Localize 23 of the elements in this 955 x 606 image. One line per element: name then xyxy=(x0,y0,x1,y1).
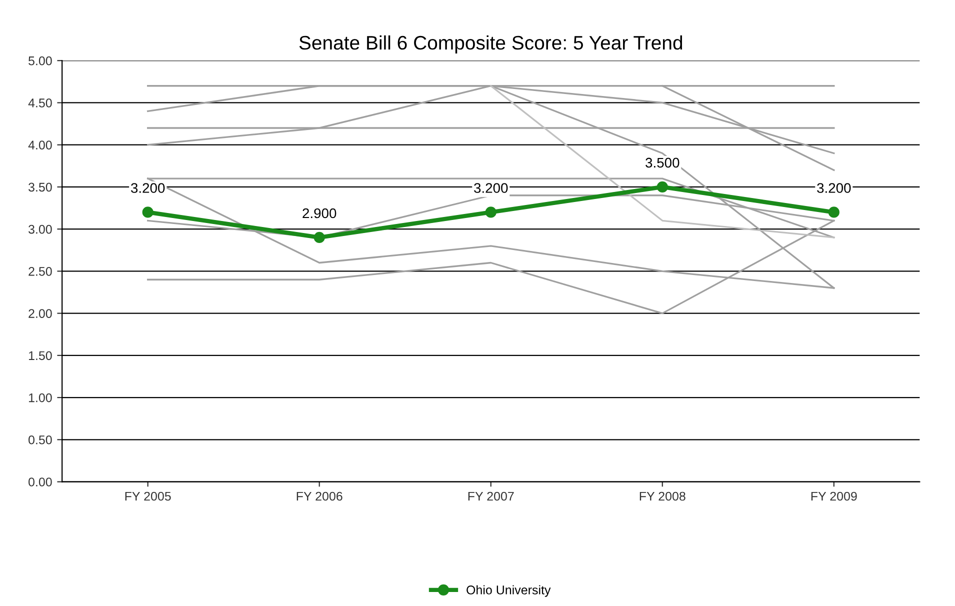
data-label: 3.500 xyxy=(646,158,680,168)
legend-label: Ohio University xyxy=(466,585,551,597)
chart-title: Senate Bill 6 Composite Score: 5 Year Trend xyxy=(299,35,682,54)
y-tick-label: 2.50 xyxy=(28,266,52,276)
x-tick-label: FY 2007 xyxy=(468,492,514,501)
y-tick-label: 4.00 xyxy=(28,140,52,150)
y-tick-label: 5.00 xyxy=(28,56,52,66)
data-label: 3.200 xyxy=(130,183,165,193)
x-tick-label: FY 2006 xyxy=(296,492,342,501)
y-tick-label: 0.00 xyxy=(28,478,52,486)
y-tick-label: 0.50 xyxy=(28,435,52,444)
data-label: 3.200 xyxy=(817,183,851,193)
y-tick-label: 1.50 xyxy=(28,351,52,360)
x-tick-label: FY 2009 xyxy=(811,492,857,501)
data-label: 3.200 xyxy=(474,183,508,193)
y-tick-label: 4.50 xyxy=(28,98,52,108)
x-tick-label: FY 2005 xyxy=(125,492,171,501)
y-tick-label: 3.50 xyxy=(28,182,52,192)
y-tick-label: 3.00 xyxy=(28,224,52,234)
x-tick-label: FY 2008 xyxy=(640,492,686,501)
y-tick-label: 1.00 xyxy=(28,393,52,402)
data-label: 2.900 xyxy=(302,208,336,218)
y-tick-label: 2.00 xyxy=(28,309,52,318)
